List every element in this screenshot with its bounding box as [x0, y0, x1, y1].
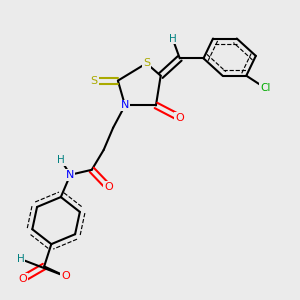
Text: O: O — [175, 113, 184, 123]
Text: H: H — [169, 34, 176, 44]
Text: O: O — [18, 274, 27, 284]
Text: N: N — [121, 100, 129, 110]
Text: S: S — [143, 58, 150, 68]
Text: O: O — [104, 182, 113, 192]
Text: S: S — [91, 76, 98, 85]
Text: H: H — [57, 155, 65, 165]
Text: N: N — [66, 170, 74, 180]
Text: H: H — [16, 254, 24, 264]
Text: Cl: Cl — [260, 83, 271, 93]
Text: O: O — [61, 271, 70, 281]
